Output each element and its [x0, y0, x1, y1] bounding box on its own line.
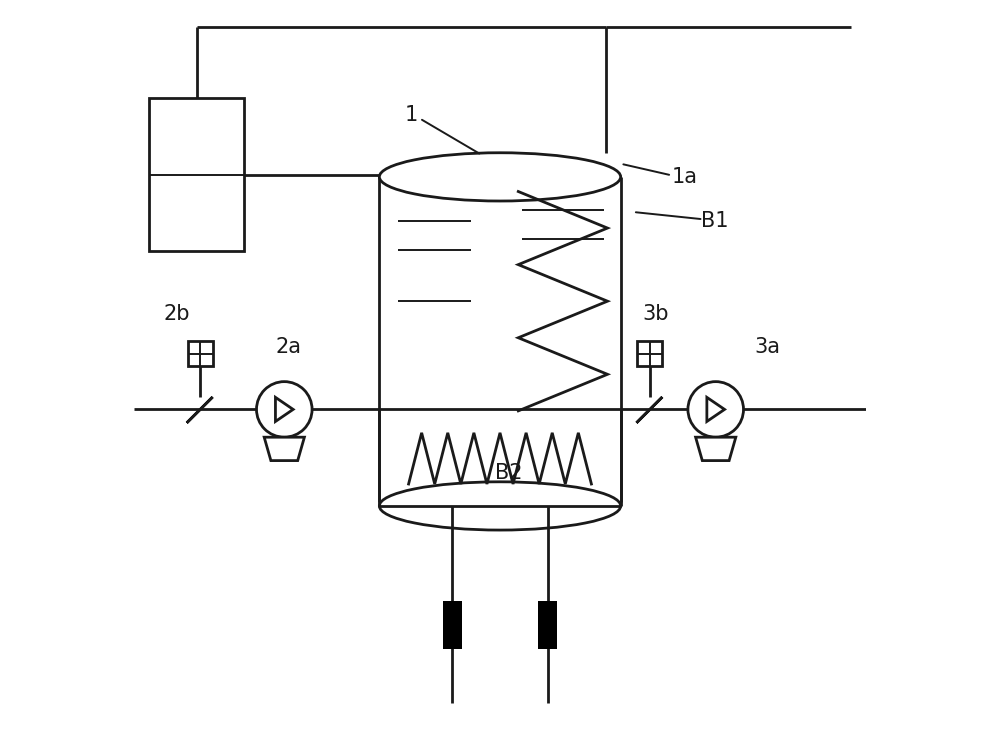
Ellipse shape — [379, 153, 621, 201]
Bar — [188, 341, 213, 366]
Text: 3b: 3b — [643, 305, 669, 324]
Text: 3a: 3a — [754, 336, 780, 357]
Bar — [637, 341, 662, 366]
Polygon shape — [696, 437, 736, 461]
Circle shape — [688, 382, 743, 437]
Text: 1a: 1a — [672, 167, 698, 187]
Text: B2: B2 — [495, 463, 522, 483]
Polygon shape — [264, 437, 304, 461]
Text: B1: B1 — [701, 211, 729, 230]
Text: 2a: 2a — [276, 336, 302, 357]
Bar — [443, 601, 462, 649]
Bar — [538, 601, 557, 649]
Polygon shape — [707, 397, 725, 421]
Circle shape — [257, 382, 312, 437]
Text: 1: 1 — [405, 105, 418, 125]
Text: 2b: 2b — [164, 305, 190, 324]
Polygon shape — [275, 397, 293, 421]
Bar — [149, 98, 244, 252]
